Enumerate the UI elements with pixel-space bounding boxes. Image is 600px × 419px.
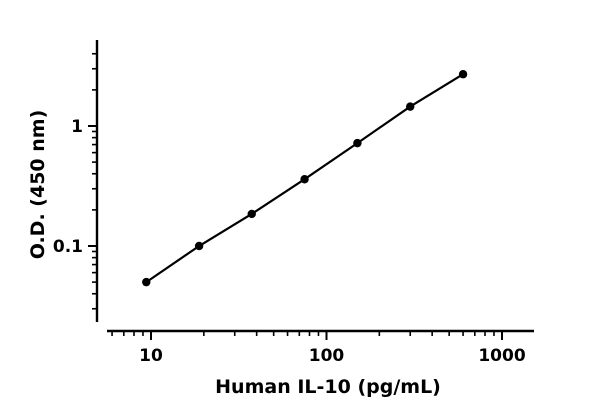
data-point bbox=[194, 241, 204, 251]
y-axis: 0.11 bbox=[53, 40, 99, 322]
data-point bbox=[458, 70, 468, 79]
plot-area bbox=[142, 70, 468, 287]
data-point bbox=[300, 175, 309, 184]
x-tick-label: 10 bbox=[139, 346, 163, 366]
y-tick-label: 1 bbox=[71, 117, 83, 137]
x-axis-title: Human IL-10 (pg/mL) bbox=[215, 376, 441, 398]
data-point bbox=[353, 138, 362, 148]
y-axis-title: O.D. (450 nm) bbox=[27, 110, 49, 260]
x-axis: 10 100 1000 bbox=[107, 329, 534, 366]
y-tick-label: 0.1 bbox=[53, 237, 83, 257]
data-point bbox=[406, 102, 415, 111]
x-tick-label: 100 bbox=[309, 346, 345, 366]
x-tick-label: 1000 bbox=[478, 346, 525, 366]
data-point bbox=[247, 209, 256, 219]
data-point bbox=[142, 277, 151, 287]
